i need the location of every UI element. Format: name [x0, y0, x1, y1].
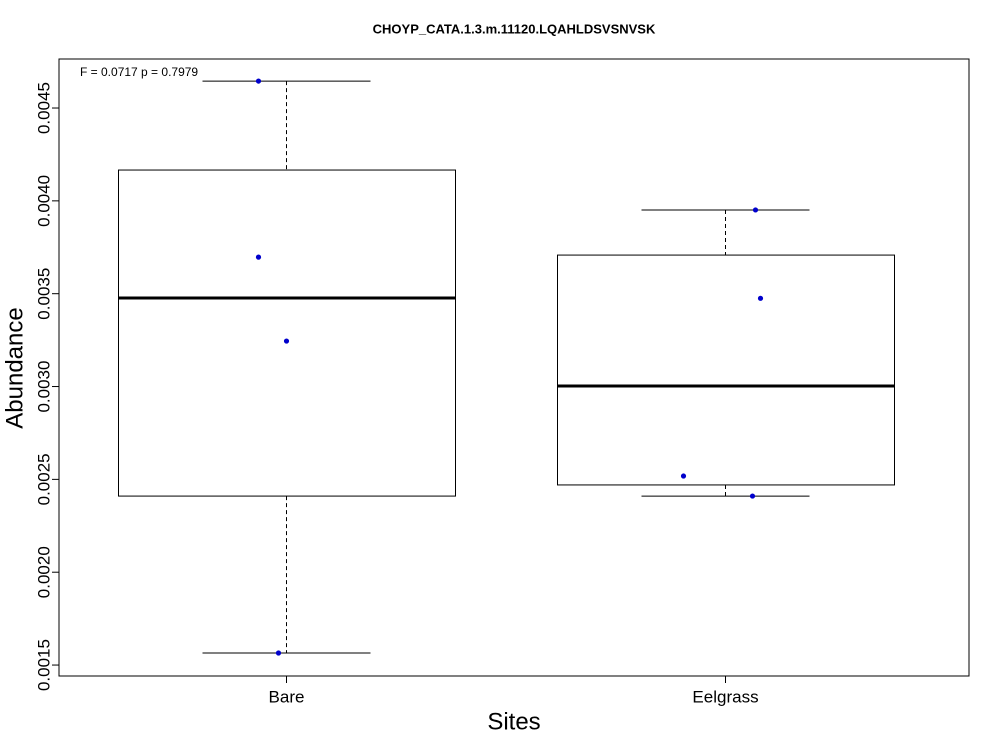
data-point: [255, 254, 262, 260]
y-tick-label: 0.0040: [34, 175, 53, 227]
data-point: [283, 338, 290, 344]
data-point: [680, 473, 687, 479]
y-tick-label: 0.0020: [34, 546, 53, 598]
chart-title: CHOYP_CATA.1.3.m.11120.LQAHLDSVSNVSK: [373, 21, 656, 36]
y-axis-label: Abundance: [1, 307, 28, 428]
data-point: [757, 295, 764, 301]
y-tick-label: 0.0015: [34, 639, 53, 691]
box: [118, 169, 456, 497]
x-tick-label: Bare: [269, 687, 305, 706]
box: [557, 254, 895, 486]
data-point: [275, 650, 282, 656]
data-point: [749, 493, 756, 499]
plot-frame: [58, 58, 970, 677]
data-point: [255, 78, 262, 84]
data-point: [752, 207, 759, 213]
x-axis-label: Sites: [487, 708, 540, 735]
y-tick-label: 0.0035: [34, 268, 53, 320]
y-tick-label: 0.0045: [34, 82, 53, 134]
x-tick-label: Eelgrass: [692, 687, 758, 706]
annotation: F = 0.0717 p = 0.7979: [80, 65, 198, 79]
y-tick-label: 0.0030: [34, 361, 53, 413]
y-tick-label: 0.0025: [34, 453, 53, 505]
